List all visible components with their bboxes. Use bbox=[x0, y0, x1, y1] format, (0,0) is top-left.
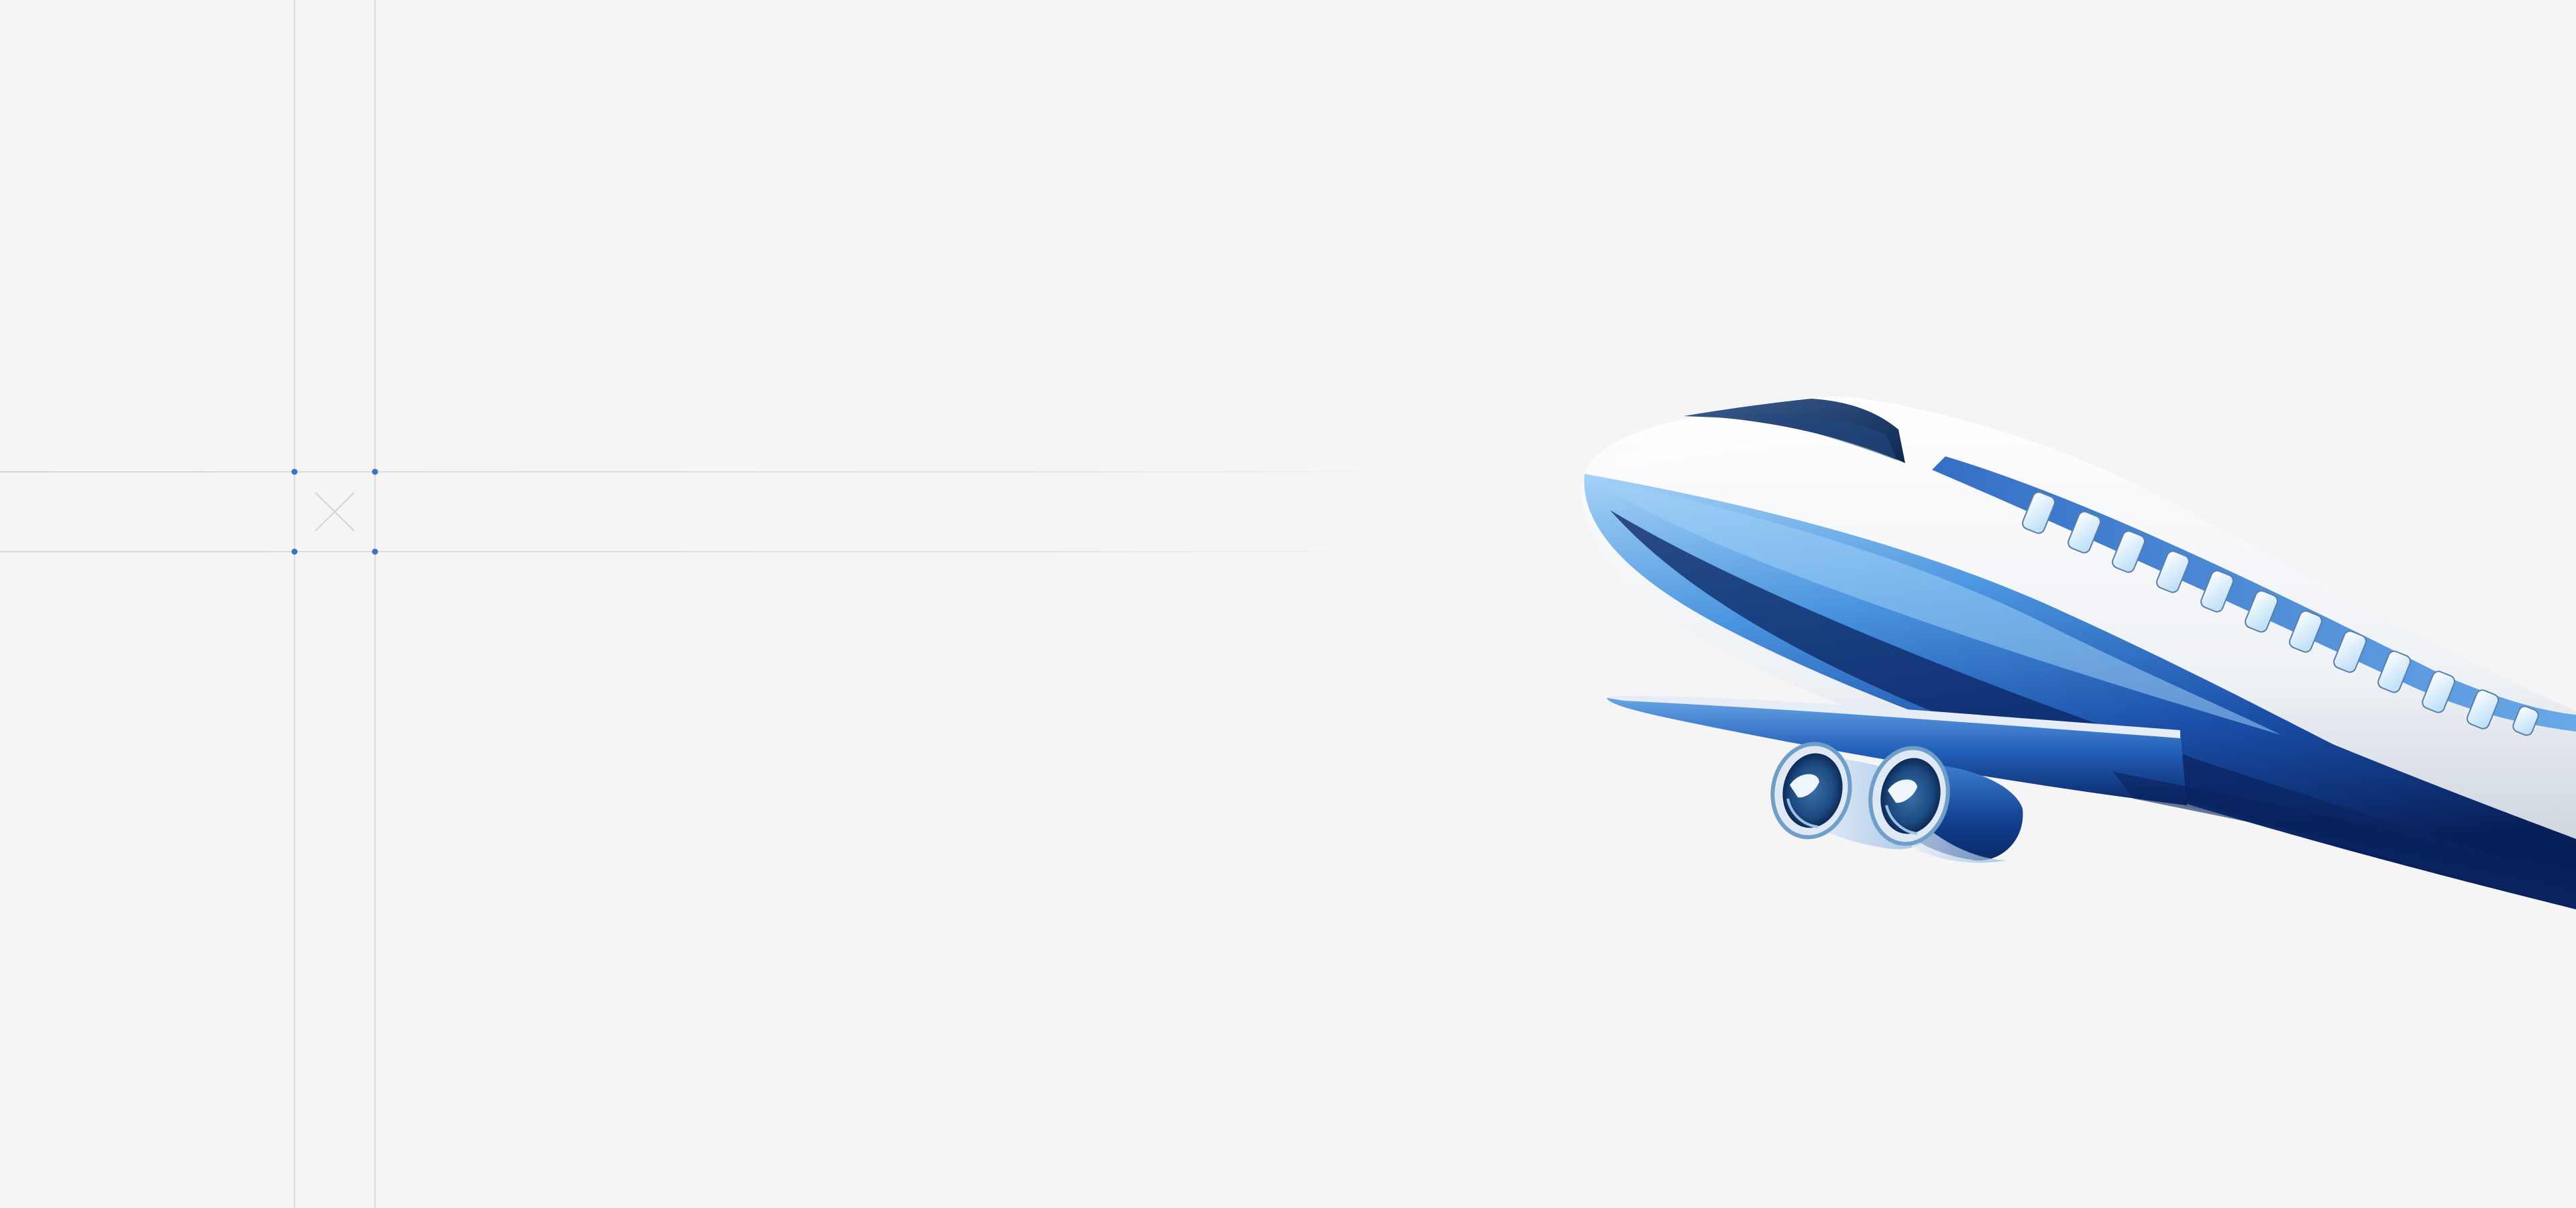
airplane-windows bbox=[2022, 491, 2539, 736]
guide-handle[interactable] bbox=[372, 548, 378, 555]
guide-handle[interactable] bbox=[372, 468, 378, 475]
airplane-illustration bbox=[1581, 397, 2576, 909]
placeholder-x-icon bbox=[315, 492, 355, 532]
airplane-cockpit bbox=[1684, 399, 1905, 463]
layout-guides bbox=[0, 0, 1409, 1208]
guide-horizontal-bottom bbox=[0, 551, 1409, 552]
airplane-engine bbox=[1868, 746, 2023, 863]
guide-horizontal-top bbox=[0, 471, 1409, 472]
guide-handle[interactable] bbox=[291, 548, 298, 555]
guide-handle[interactable] bbox=[291, 468, 298, 475]
